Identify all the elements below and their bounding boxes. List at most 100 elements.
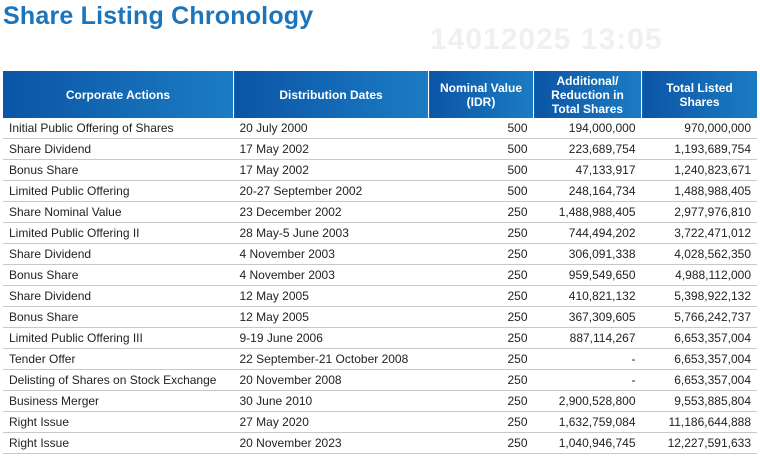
corporate-action-cell: Bonus Share [3, 159, 234, 181]
corporate-action-cell: Business Merger [3, 390, 234, 412]
column-header: Corporate Actions [3, 71, 234, 118]
total-shares-cell: 4,988,112,000 [641, 264, 757, 286]
total-shares-cell: 1,193,689,754 [641, 138, 757, 160]
table-header-row: Corporate Actions Distribution Dates Nom… [3, 71, 757, 118]
nominal-value-cell: 250 [428, 369, 534, 391]
share-change-cell: 367,309,605 [533, 306, 642, 328]
share-change-cell: 1,040,946,745 [533, 432, 642, 454]
share-change-cell: 959,549,650 [533, 264, 642, 286]
corporate-action-cell: Limited Public Offering II [3, 222, 234, 244]
total-shares-cell: 6,653,357,004 [641, 369, 757, 391]
corporate-action-cell: Delisting of Shares on Stock Exchange [3, 369, 234, 391]
nominal-value-cell: 500 [428, 138, 534, 160]
nominal-value-cell: 250 [428, 390, 534, 412]
share-change-cell: 223,689,754 [533, 138, 642, 160]
nominal-value-cell: 500 [428, 159, 534, 181]
corporate-action-cell: Bonus Share [3, 264, 234, 286]
total-shares-cell: 1,240,823,671 [641, 159, 757, 181]
distribution-date-cell: 28 May-5 June 2003 [233, 222, 429, 244]
table-row: Share Dividend 4 November 2003 250 306,091,… [3, 243, 757, 265]
total-shares-cell: 3,722,471,012 [641, 222, 757, 244]
table-row: Share Dividend 17 May 2002 500 223,689,754 1… [3, 138, 757, 160]
corporate-action-cell: Bonus Share [3, 306, 234, 328]
total-shares-cell: 6,653,357,004 [641, 348, 757, 370]
total-shares-cell: 970,000,000 [641, 118, 757, 139]
table-row: Share Nominal Value 23 December 2002 250 1,… [3, 201, 757, 223]
nominal-value-cell: 500 [428, 118, 534, 139]
table-row: Share Dividend 12 May 2005 250 410,821,132 5… [3, 285, 757, 307]
corporate-action-cell: Share Dividend [3, 285, 234, 307]
distribution-date-cell: 23 December 2002 [233, 201, 429, 223]
total-shares-cell: 2,977,976,810 [641, 201, 757, 223]
nominal-value-cell: 250 [428, 201, 534, 223]
column-header: Additional/ Reduction in Total Shares [533, 71, 642, 118]
nominal-value-cell: 500 [428, 180, 534, 202]
share-change-cell: - [533, 348, 642, 370]
share-change-cell: - [533, 369, 642, 391]
nominal-value-cell: 250 [428, 306, 534, 328]
corporate-action-cell: Right Issue [3, 411, 234, 433]
table-row: Business Merger 30 June 2010 250 2,900,528,… [3, 390, 757, 412]
nominal-value-cell: 250 [428, 348, 534, 370]
table-row: Bonus Share 12 May 2005 250 367,309,605 5,76… [3, 306, 757, 328]
table-row: Right Issue 20 November 2023 250 1,040,946,… [3, 432, 757, 454]
nominal-value-cell: 250 [428, 432, 534, 454]
table-row: Limited Public Offering III 9-19 June 200… [3, 327, 757, 349]
total-shares-cell: 6,653,357,004 [641, 327, 757, 349]
total-shares-cell: 4,028,562,350 [641, 243, 757, 265]
distribution-date-cell: 20-27 September 2002 [233, 180, 429, 202]
total-shares-cell: 5,398,922,132 [641, 285, 757, 307]
table-row: Limited Public Offering II 28 May-5 June … [3, 222, 757, 244]
nominal-value-cell: 250 [428, 285, 534, 307]
share-change-cell: 306,091,338 [533, 243, 642, 265]
nominal-value-cell: 250 [428, 411, 534, 433]
distribution-date-cell: 17 May 2002 [233, 138, 429, 160]
distribution-date-cell: 12 May 2005 [233, 306, 429, 328]
total-shares-cell: 11,186,644,888 [641, 411, 757, 433]
share-change-cell: 194,000,000 [533, 118, 642, 139]
column-header: Nominal Value (IDR) [428, 71, 534, 118]
distribution-date-cell: 12 May 2005 [233, 285, 429, 307]
share-change-cell: 1,632,759,084 [533, 411, 642, 433]
total-shares-cell: 5,766,242,737 [641, 306, 757, 328]
nominal-value-cell: 250 [428, 243, 534, 265]
share-change-cell: 887,114,267 [533, 327, 642, 349]
nominal-value-cell: 250 [428, 222, 534, 244]
distribution-date-cell: 22 September-21 October 2008 [233, 348, 429, 370]
column-header: Total Listed Shares [641, 71, 757, 118]
distribution-date-cell: 20 July 2000 [233, 118, 429, 139]
table-row: Bonus Share 17 May 2002 500 47,133,917 1,240… [3, 159, 757, 181]
distribution-date-cell: 20 November 2008 [233, 369, 429, 391]
share-change-cell: 1,488,988,405 [533, 201, 642, 223]
corporate-action-cell: Limited Public Offering [3, 180, 234, 202]
watermark: 14012025 13:05 [430, 23, 663, 56]
corporate-action-cell: Share Nominal Value [3, 201, 234, 223]
share-change-cell: 744,494,202 [533, 222, 642, 244]
table-row: Limited Public Offering 20-27 September 2… [3, 180, 757, 202]
distribution-date-cell: 4 November 2003 [233, 243, 429, 265]
table-row: Delisting of Shares on Stock Exchange 20 … [3, 369, 757, 391]
corporate-action-cell: Tender Offer [3, 348, 234, 370]
distribution-date-cell: 27 May 2020 [233, 411, 429, 433]
share-change-cell: 248,164,734 [533, 180, 642, 202]
table-row: Initial Public Offering of Shares 20 July… [3, 118, 757, 139]
total-shares-cell: 9,553,885,804 [641, 390, 757, 412]
distribution-date-cell: 20 November 2023 [233, 432, 429, 454]
corporate-action-cell: Share Dividend [3, 243, 234, 265]
distribution-date-cell: 30 June 2010 [233, 390, 429, 412]
corporate-action-cell: Right Issue [3, 432, 234, 454]
page-title: Share Listing Chronology [3, 2, 314, 30]
table-row: Bonus Share 4 November 2003 250 959,549,650… [3, 264, 757, 286]
distribution-date-cell: 4 November 2003 [233, 264, 429, 286]
total-shares-cell: 12,227,591,633 [641, 432, 757, 454]
share-change-cell: 410,821,132 [533, 285, 642, 307]
table-row: Right Issue 27 May 2020 250 1,632,759,084 11… [3, 411, 757, 433]
share-change-cell: 47,133,917 [533, 159, 642, 181]
share-change-cell: 2,900,528,800 [533, 390, 642, 412]
corporate-action-cell: Share Dividend [3, 138, 234, 160]
distribution-date-cell: 17 May 2002 [233, 159, 429, 181]
total-shares-cell: 1,488,988,405 [641, 180, 757, 202]
corporate-action-cell: Initial Public Offering of Shares [3, 118, 234, 139]
distribution-date-cell: 9-19 June 2006 [233, 327, 429, 349]
nominal-value-cell: 250 [428, 264, 534, 286]
